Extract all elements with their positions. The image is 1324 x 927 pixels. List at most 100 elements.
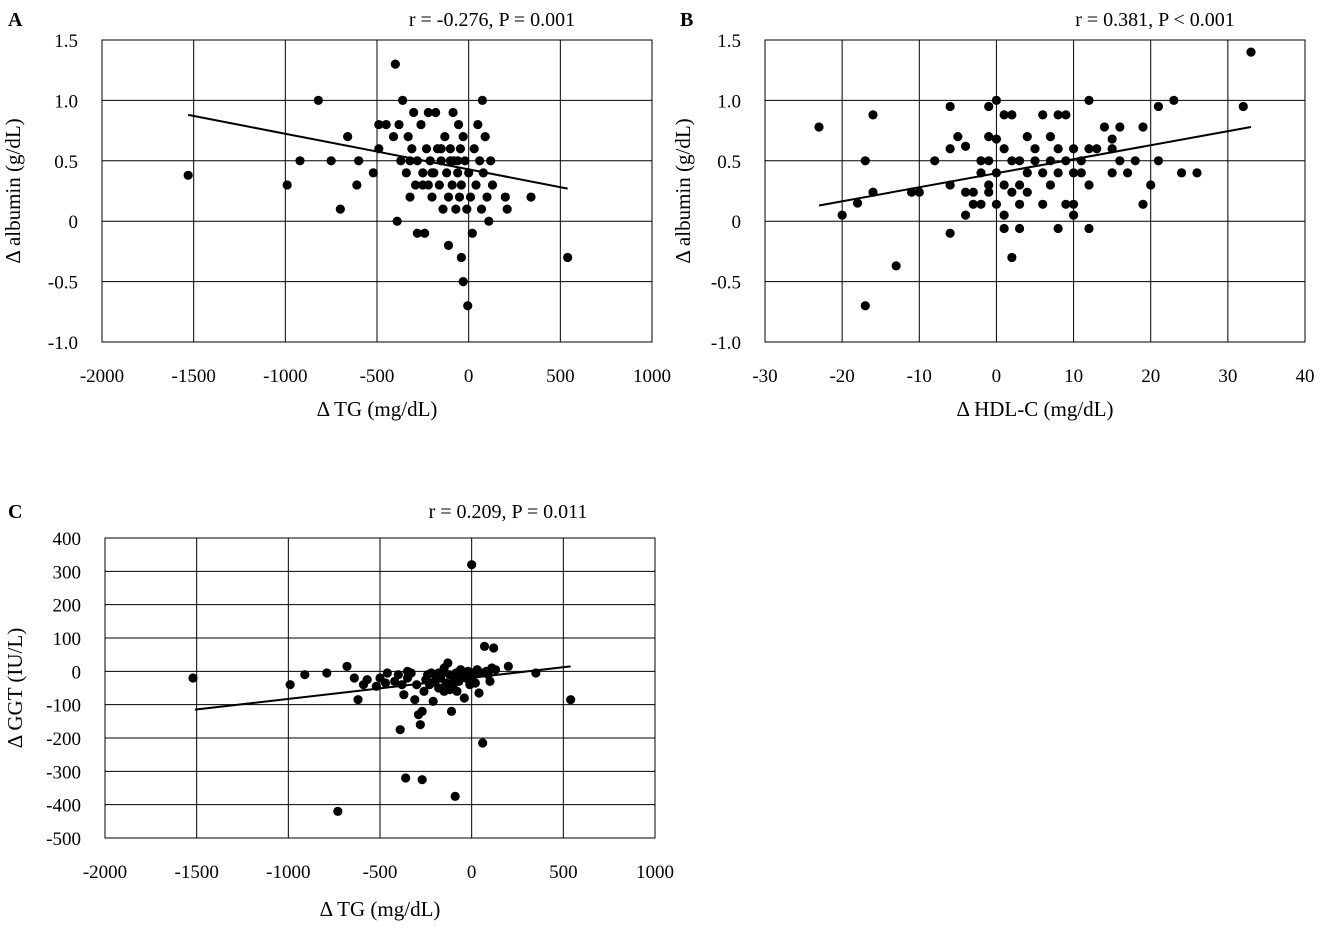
data-point [459,693,469,703]
y-tick-label: -200 [46,729,81,750]
data-point [428,696,438,706]
x-tick-label: -1000 [266,862,310,883]
data-point [415,720,425,730]
y-tick-label: 0.5 [54,152,78,173]
data-point [450,791,460,801]
data-point [464,168,474,178]
data-point [837,210,847,220]
data-point [1007,156,1017,166]
data-point [1068,168,1079,178]
data-point [405,156,415,166]
data-point [417,706,427,716]
trendline [818,125,1252,207]
data-point [416,119,426,130]
panel-label: A [8,9,23,31]
data-point [409,107,419,118]
data-point [436,156,446,166]
y-tick-label: 200 [53,596,82,617]
data-point [438,204,448,214]
data-point [443,240,454,250]
data-point [1014,156,1025,166]
data-point [401,168,411,178]
data-point [453,168,463,178]
data-point [447,180,457,190]
data-point [1084,144,1094,154]
data-point [868,110,878,120]
data-point [443,192,454,202]
data-point [486,156,496,166]
data-point [968,187,978,197]
data-point [984,187,994,197]
x-axis-label: Δ TG (mg/dL) [320,897,441,921]
data-point [420,228,430,238]
data-point [460,156,470,166]
data-point [426,678,436,688]
data-point [326,156,336,166]
data-point [380,678,391,688]
data-point [991,134,1002,144]
data-point [458,277,468,287]
data-point [349,673,359,683]
x-tick-label: 10 [1064,366,1083,387]
data-point [1107,168,1117,178]
data-point [930,156,940,166]
y-tick-label: -100 [46,696,81,717]
data-point [335,204,345,214]
data-point [999,144,1009,154]
data-point [418,168,428,178]
data-point [976,156,986,166]
data-point [960,187,971,197]
data-point [188,673,198,683]
data-point [953,132,963,142]
data-point [860,156,870,166]
data-point [991,95,1002,105]
data-point [1030,144,1040,154]
data-point [1014,223,1025,234]
data-point [418,180,428,190]
x-tick-label: 1000 [633,366,671,387]
data-point [1053,168,1063,178]
data-point [368,168,378,178]
x-tick-label: -500 [360,366,395,387]
data-point [999,210,1009,220]
data-point [403,132,413,142]
data-point [526,192,536,202]
chart-panel-b: -30 -20 -10 0 10 20 30 40 1.5 1.0 0.5 0 -0.5 -1.0 B r =… [671,9,1315,421]
data-point [458,132,468,142]
data-point [396,156,406,166]
x-tick-label: 20 [1141,366,1160,387]
data-point [475,156,485,166]
data-point [1053,223,1063,234]
y-tick-label: -300 [46,762,81,783]
data-point [453,119,464,130]
data-point [374,119,384,130]
data-point [960,141,971,151]
x-tick-label: -10 [907,366,932,387]
data-point [451,204,461,214]
x-tick-label: 0 [464,366,474,387]
data-point [852,198,863,208]
trendline [194,665,571,711]
data-point [1107,134,1117,144]
y-tick-label: -1.0 [711,333,741,354]
data-point [353,695,363,705]
data-point [412,156,422,166]
y-axis-label: Δ albumin (g/dL) [1,118,25,263]
data-point [984,180,994,190]
data-point [478,168,488,178]
chart-title: r = 0.209, P = 0.011 [429,501,588,523]
data-point [1099,122,1110,132]
y-tick-label: 0 [732,212,742,233]
plot-frame [101,39,653,343]
data-point [399,690,409,700]
data-point [431,107,441,118]
data-point [390,59,400,69]
data-point [434,180,444,190]
panel-label: B [680,9,693,31]
data-point [1115,156,1125,166]
data-point [401,773,411,783]
data-point [477,95,488,105]
data-point [1146,180,1156,190]
y-tick-label: 300 [53,562,82,583]
